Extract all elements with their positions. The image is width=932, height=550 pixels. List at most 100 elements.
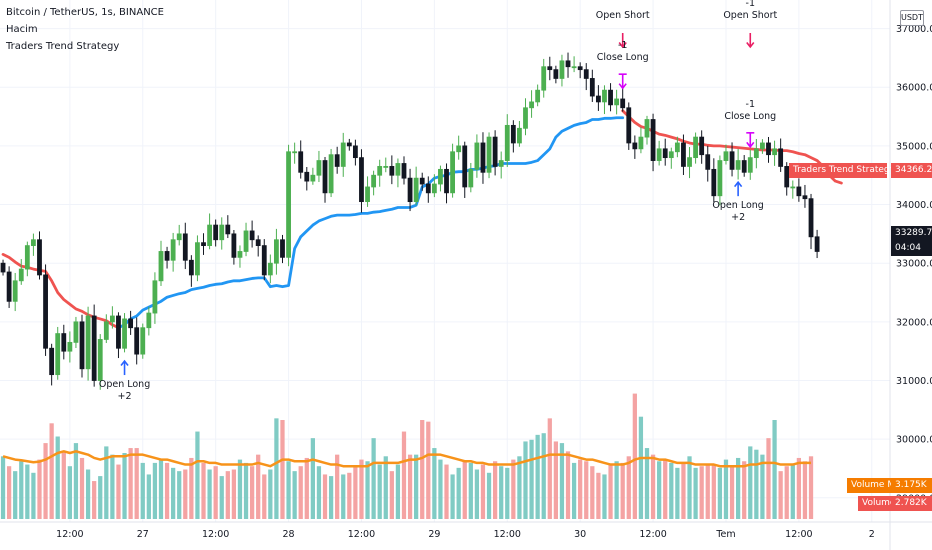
volume-bar	[511, 459, 516, 519]
candle	[395, 158, 401, 188]
indicator-strategy-label[interactable]: Traders Trend Strategy	[6, 41, 120, 52]
price-tick-label: 36000.00	[896, 83, 932, 94]
volume-bar	[590, 466, 595, 519]
candle	[352, 139, 358, 166]
volume-bar	[693, 467, 698, 519]
candle-body	[140, 327, 146, 355]
time-tick-label: 12:00	[202, 529, 229, 540]
volume-bar	[517, 456, 522, 519]
candle-body	[602, 89, 607, 103]
candle-body	[389, 166, 395, 176]
candle-body	[85, 315, 91, 370]
candle-body	[243, 230, 249, 252]
volume-bar	[584, 461, 589, 519]
candle-body	[122, 318, 127, 349]
candle-body	[705, 154, 711, 170]
volume-bar	[116, 464, 121, 519]
candle	[328, 148, 334, 198]
candle-body	[31, 239, 36, 247]
volume-bar	[432, 448, 437, 519]
trade-price-label: 34366.29	[891, 163, 932, 178]
open-short-label: Open Short	[596, 10, 650, 21]
candle-body	[681, 142, 686, 167]
candle	[595, 85, 601, 111]
candle-body	[298, 151, 304, 173]
time-tick-label: Tem	[715, 529, 735, 540]
candle-body	[802, 195, 808, 200]
open-short-arrow-head	[746, 42, 755, 49]
candle-body	[280, 239, 285, 258]
candle	[140, 323, 146, 359]
candle-body	[541, 66, 547, 91]
symbol-title[interactable]: Bitcoin / TetherUS, 1s, BINANCE	[6, 7, 164, 18]
open-short-arrow-head	[618, 42, 627, 49]
candle	[195, 235, 200, 282]
indicator-volume-label[interactable]: Hacim	[6, 24, 38, 35]
volume-bar	[480, 464, 486, 519]
volume-bar	[225, 471, 230, 519]
candle	[365, 176, 370, 207]
candle-body	[407, 177, 413, 203]
candle-body	[292, 151, 298, 154]
candle	[778, 138, 784, 172]
close-long-arrow	[746, 132, 755, 149]
volume-bar	[492, 461, 498, 519]
candle-body	[535, 89, 541, 103]
candle-body	[352, 145, 358, 159]
candle-body	[109, 315, 115, 323]
volume-bar	[183, 469, 188, 519]
candle	[334, 146, 340, 174]
volume-bar	[456, 467, 461, 519]
candle-body	[517, 127, 522, 144]
volume-bar	[535, 434, 540, 519]
candle	[638, 127, 644, 154]
volume-bar	[383, 456, 388, 519]
volume-bar	[304, 457, 309, 519]
volume-bar	[675, 467, 680, 519]
volume-bar	[335, 454, 340, 519]
volume-bar	[201, 462, 206, 519]
volume-bar	[723, 459, 729, 519]
candle-body	[492, 136, 498, 167]
candle	[43, 264, 48, 356]
candle	[559, 54, 565, 87]
candle	[292, 142, 298, 164]
time-axis[interactable]: 12:00 27 12:00 28 12:00 29 12:00 30 12:00 Tem 12:0…	[56, 529, 875, 540]
currency-badge[interactable]: USDT	[900, 10, 924, 26]
volume-bar	[298, 466, 303, 519]
candle-body	[73, 321, 79, 343]
candle-body	[249, 230, 255, 241]
candle-body	[565, 60, 571, 68]
candle-body	[529, 101, 534, 109]
candle-body	[158, 251, 164, 282]
candle	[128, 310, 134, 335]
last-price-label: 33289.76	[891, 226, 932, 241]
candle	[753, 138, 759, 169]
volume-bar	[365, 461, 370, 519]
open-short-arrow	[618, 33, 627, 49]
open-long-arrow-head	[120, 359, 129, 367]
candle-body	[231, 233, 237, 258]
price-axis[interactable]: 29000.0030000.0031000.0032000.0033000.00…	[896, 24, 932, 504]
volume-bar	[353, 466, 358, 519]
candle	[796, 178, 802, 202]
candle-body	[480, 142, 486, 173]
candle-body	[413, 177, 419, 203]
trade-label-title: Traders Trend Strategy:Trade	[789, 163, 922, 178]
candle	[674, 136, 680, 158]
candle	[255, 235, 261, 257]
candle-body	[213, 224, 219, 241]
volume-bar	[67, 466, 72, 519]
candle	[249, 220, 255, 248]
volume-bar	[73, 443, 79, 519]
open-short-label: Open Short	[723, 10, 777, 21]
volume-bar	[195, 431, 200, 519]
volume-bar	[632, 393, 637, 519]
volume-bar	[19, 461, 24, 519]
candle	[535, 84, 541, 107]
volume-bar	[699, 466, 704, 519]
candle-body	[0, 262, 6, 273]
candle-body	[474, 142, 480, 170]
volume-bar	[401, 431, 407, 519]
